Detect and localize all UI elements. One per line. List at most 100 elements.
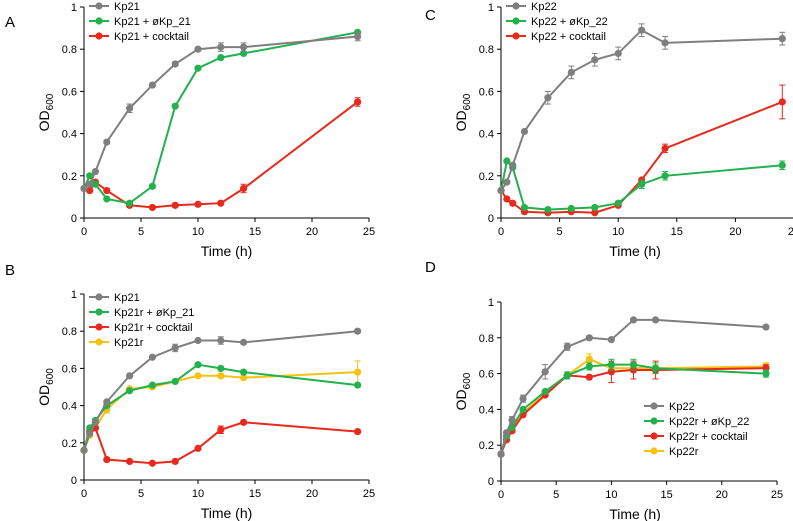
data-point — [762, 323, 770, 331]
y-tick-label: 1 — [488, 2, 494, 14]
y-tick-label: 0.6 — [479, 369, 494, 381]
data-point — [661, 39, 669, 47]
data-point — [194, 361, 202, 369]
data-point — [103, 455, 111, 464]
data-point — [103, 138, 111, 146]
data-point — [503, 157, 511, 165]
legend: Kp21 Kp21 + øKp_21 Kp21 + cocktail — [89, 1, 191, 43]
data-point — [126, 199, 134, 207]
y-tick-label: 0 — [488, 213, 494, 225]
data-point — [240, 418, 248, 426]
data-point — [148, 182, 156, 190]
y-tick-label: 0.2 — [62, 171, 77, 183]
y-axis-label: OD600 — [36, 368, 56, 406]
data-point — [497, 450, 505, 458]
series-1 — [497, 157, 786, 214]
data-point — [86, 186, 94, 195]
data-point — [638, 26, 646, 34]
x-tick-label: 20 — [306, 488, 318, 500]
y-tick-label: 0.8 — [62, 326, 77, 338]
data-point — [91, 180, 99, 188]
series-0 — [80, 327, 362, 454]
data-point — [103, 398, 111, 406]
data-point — [651, 364, 660, 372]
y-axis-label-main: OD — [453, 389, 469, 410]
data-point — [194, 64, 202, 72]
x-tick-label: 25 — [788, 226, 793, 238]
data-point — [148, 381, 156, 389]
data-point — [638, 180, 646, 188]
x-tick-label: 15 — [671, 226, 683, 238]
x-tick-label: 20 — [729, 226, 741, 238]
data-point — [148, 353, 156, 361]
data-point — [171, 60, 179, 68]
panel-label: A — [5, 14, 15, 31]
x-tick-label: 20 — [306, 226, 318, 238]
data-point — [509, 199, 517, 207]
data-point — [171, 201, 179, 209]
data-point — [563, 343, 571, 351]
series-0 — [497, 316, 770, 458]
panel-label: C — [425, 7, 436, 24]
y-axis-label-subscript: 600 — [462, 372, 473, 389]
x-tick-label: 25 — [771, 489, 783, 501]
y-tick-label: 0.4 — [62, 129, 77, 141]
series-0 — [80, 31, 362, 193]
series-line — [500, 100, 783, 214]
series-line — [83, 371, 358, 451]
data-point — [217, 54, 225, 62]
y-axis-label: OD600 — [453, 93, 473, 131]
legend-label: Kp22 + øKp_22 — [531, 16, 608, 28]
y-axis-label-main: OD — [453, 110, 469, 131]
data-point — [240, 368, 248, 376]
x-tick-label: 15 — [249, 488, 261, 500]
x-tick-label: 0 — [81, 226, 87, 238]
y-tick-label: 0.4 — [479, 404, 494, 416]
x-tick-label: 25 — [363, 226, 375, 238]
data-point — [503, 195, 511, 203]
data-point — [614, 49, 622, 58]
panel-label: B — [5, 262, 15, 279]
data-point — [194, 372, 202, 380]
data-point — [503, 178, 511, 186]
data-point — [354, 32, 362, 41]
data-point — [91, 418, 99, 426]
x-axis-label: Time (h) — [201, 505, 253, 521]
legend-marker — [650, 402, 658, 410]
data-point — [171, 377, 179, 386]
data-point — [91, 167, 99, 176]
data-point — [567, 204, 575, 213]
data-point — [148, 81, 156, 89]
x-tick-label: 20 — [716, 489, 728, 501]
legend-marker — [95, 338, 103, 346]
series-2 — [497, 84, 786, 217]
data-point — [240, 184, 248, 193]
legend-marker — [95, 323, 103, 331]
data-point — [103, 195, 111, 203]
x-tick-label: 10 — [192, 226, 204, 238]
data-point — [80, 446, 88, 454]
data-point — [217, 364, 225, 372]
y-axis-label-main: OD — [36, 110, 52, 131]
series-line — [500, 28, 783, 192]
data-point — [778, 161, 786, 169]
data-point — [508, 416, 516, 424]
legend-label: Kp21 + cocktail — [114, 31, 189, 43]
data-point — [126, 104, 134, 112]
data-point — [148, 459, 156, 467]
x-tick-label: 25 — [363, 488, 375, 500]
data-point — [354, 368, 362, 376]
series-2 — [80, 97, 362, 212]
data-point — [240, 374, 248, 382]
data-point — [607, 361, 616, 369]
series-2 — [80, 418, 362, 467]
data-point — [354, 428, 362, 436]
data-point — [354, 381, 362, 389]
data-point — [651, 316, 660, 324]
data-point — [778, 35, 786, 43]
data-point — [126, 372, 134, 380]
legend-label: Kp22 + cocktail — [531, 31, 606, 43]
legend-marker — [650, 447, 658, 455]
x-tick-label: 10 — [612, 226, 624, 238]
series-line — [83, 101, 359, 209]
